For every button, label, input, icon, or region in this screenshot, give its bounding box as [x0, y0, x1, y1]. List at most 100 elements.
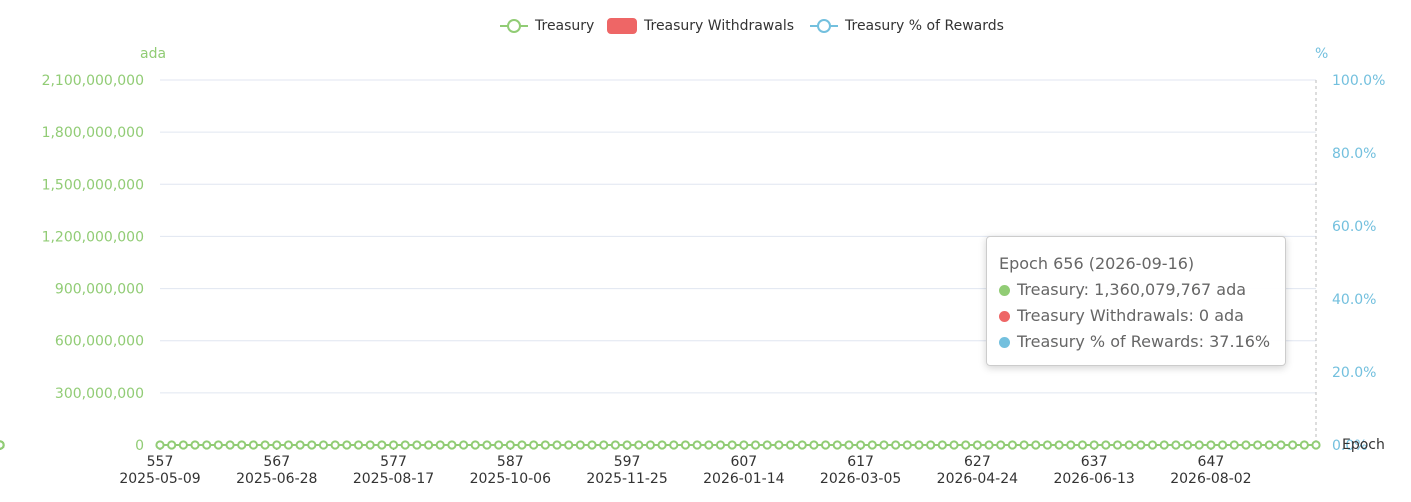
left-axis-tick-label: 300,000,000 [55, 386, 144, 402]
treasury-point [622, 440, 632, 450]
treasury-point [1054, 440, 1064, 450]
treasury-point [914, 440, 924, 450]
treasury-point [412, 440, 422, 450]
treasury-point [610, 440, 620, 450]
treasury-point [739, 440, 749, 450]
right-axis-tick-label: 40.0% [1332, 292, 1376, 308]
treasury-point [692, 440, 702, 450]
treasury-point [937, 440, 947, 450]
left-axis-tick-label: 600,000,000 [55, 334, 144, 350]
treasury-point [225, 440, 235, 450]
treasury-point [0, 440, 5, 450]
legend-line-circle-icon [810, 19, 838, 33]
x-tick-date-label: 2026-04-24 [937, 471, 1018, 487]
treasury-point [832, 440, 842, 450]
treasury-point [1124, 440, 1134, 450]
treasury-point [1007, 440, 1018, 450]
treasury-point [774, 440, 784, 450]
treasury-point [879, 440, 889, 450]
treasury-point [704, 440, 714, 450]
treasury-point [1019, 440, 1029, 450]
treasury-point [283, 440, 294, 450]
tooltip-percent-text: Treasury % of Rewards: 37.16% [1017, 332, 1271, 351]
legend-line-circle-icon [500, 19, 528, 33]
x-tick-epoch-label: 597 [614, 454, 641, 470]
treasury-point [972, 440, 982, 450]
tooltip-row-withdrawals: Treasury Withdrawals: 0 ada [999, 303, 1273, 329]
legend-item-percent[interactable]: Treasury % of Rewards [809, 14, 1004, 38]
treasury-point [1066, 440, 1076, 450]
treasury-point [867, 440, 877, 450]
treasury-point [458, 440, 469, 450]
treasury-point [984, 440, 994, 450]
treasury-point [727, 440, 737, 450]
treasury-point [891, 440, 901, 450]
treasury-point [505, 440, 515, 450]
tooltip-row-percent: Treasury % of Rewards: 37.16% [999, 329, 1273, 355]
chart-tooltip: Epoch 656 (2026-09-16) Treasury: 1,360,0… [986, 236, 1286, 366]
x-tick-date-label: 2025-11-25 [586, 471, 667, 487]
treasury-point [680, 440, 691, 450]
chart-legend: Treasury Treasury Withdrawals Treasury %… [0, 14, 1411, 38]
treasury-point [1182, 440, 1193, 450]
right-axis-tick-label: 80.0% [1332, 146, 1376, 162]
treasury-point [388, 440, 399, 450]
treasury-point [1217, 440, 1228, 450]
treasury-point [1136, 440, 1146, 450]
treasury-point [552, 440, 562, 450]
x-tick-date-label: 2025-06-28 [236, 471, 317, 487]
tooltip-treasury-text: Treasury: 1,360,079,767 ada [1017, 280, 1247, 299]
treasury-point [342, 440, 352, 450]
treasury-point [435, 440, 445, 450]
treasury-point [295, 440, 305, 450]
treasury-point [1101, 440, 1111, 450]
x-tick-epoch-label: 557 [147, 454, 174, 470]
treasury-point [517, 440, 527, 450]
treasury-point [155, 440, 165, 450]
x-tick-epoch-label: 647 [1198, 454, 1225, 470]
legend-label-withdrawals: Treasury Withdrawals [644, 18, 795, 34]
x-tick-epoch-label: 587 [497, 454, 524, 470]
treasury-point [1253, 440, 1263, 450]
treasury-point [599, 440, 609, 450]
treasury-point [1299, 440, 1309, 450]
treasury-point [482, 440, 492, 450]
legend-bar-icon [607, 18, 637, 34]
treasury-point [1089, 440, 1099, 450]
treasury-point [423, 440, 434, 450]
withdrawals-dot-icon [999, 310, 1010, 322]
treasury-point [1264, 440, 1274, 450]
tooltip-withdrawals-text: Treasury Withdrawals: 0 ada [1017, 306, 1244, 325]
treasury-point [365, 440, 375, 450]
treasury-point [190, 440, 200, 450]
treasury-point [1077, 440, 1088, 450]
left-axis-tick-label: 1,200,000,000 [42, 229, 144, 245]
treasury-point [307, 440, 317, 450]
treasury-point [856, 440, 866, 450]
right-axis-name: % [1315, 46, 1328, 62]
legend-label-percent: Treasury % of Rewards [845, 18, 1004, 34]
legend-item-withdrawals[interactable]: Treasury Withdrawals [606, 14, 794, 38]
treasury-point [1159, 440, 1169, 450]
treasury-point [587, 440, 597, 450]
treasury-point [540, 440, 550, 450]
treasury-point [564, 440, 574, 450]
treasury-point [926, 440, 936, 450]
legend-label-treasury: Treasury [535, 18, 595, 34]
right-axis-tick-label: 0.0% [1332, 438, 1368, 454]
legend-item-treasury[interactable]: Treasury [499, 14, 594, 38]
treasury-point [902, 440, 912, 450]
x-tick-date-label: 2025-05-09 [119, 471, 200, 487]
treasury-point [1042, 440, 1053, 450]
left-axis-tick-label: 1,800,000,000 [42, 125, 144, 141]
treasury-point [645, 440, 656, 450]
treasury-point [178, 440, 188, 450]
treasury-point [318, 440, 329, 450]
right-axis-tick-label: 60.0% [1332, 219, 1376, 235]
treasury-point [785, 440, 796, 450]
treasury-point [844, 440, 854, 450]
treasury-point [260, 440, 270, 450]
treasury-point [353, 440, 364, 450]
tooltip-title: Epoch 656 (2026-09-16) [999, 254, 1195, 273]
treasury-point [330, 440, 340, 450]
